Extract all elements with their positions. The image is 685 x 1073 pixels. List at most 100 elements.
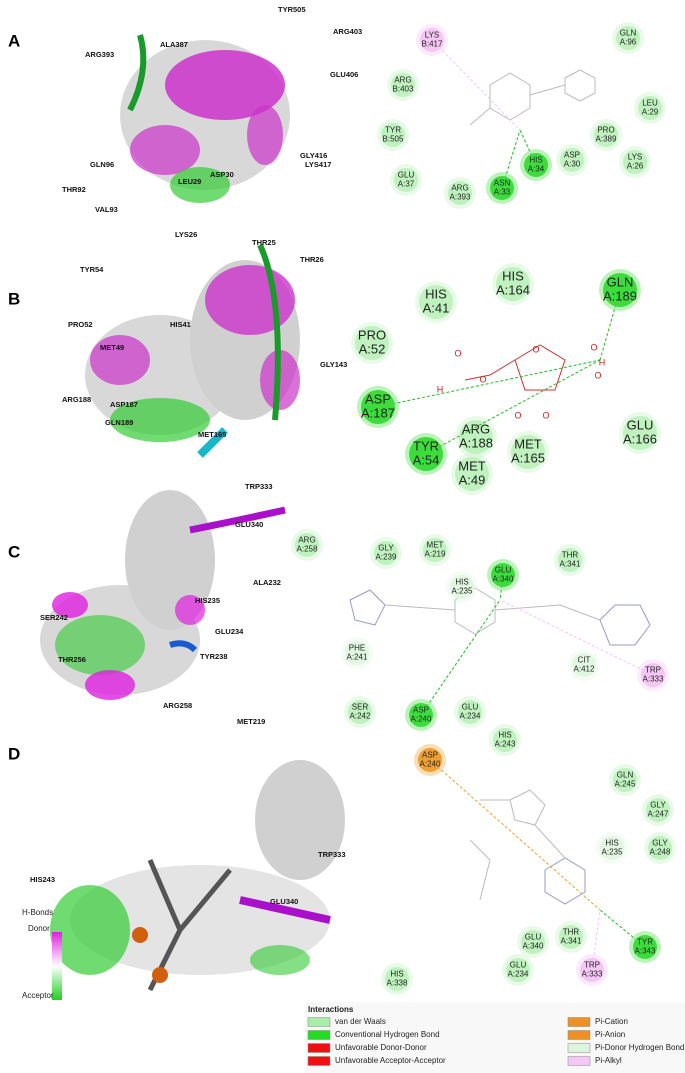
atom-label: O bbox=[532, 344, 539, 354]
residue-name: LYS bbox=[628, 153, 643, 162]
residue-id: A:188 bbox=[459, 435, 493, 450]
residue-id: A:234 bbox=[508, 970, 529, 979]
interaction-line bbox=[425, 359, 601, 455]
residue-label-3d: SER242 bbox=[40, 613, 68, 622]
residue-id: A:341 bbox=[561, 937, 582, 946]
residue-disc bbox=[423, 538, 447, 562]
residue-name: HIS bbox=[529, 156, 542, 165]
residue-id: A:41 bbox=[423, 300, 450, 315]
residue-label-3d: VAL93 bbox=[95, 205, 118, 214]
residue-disc bbox=[361, 390, 395, 424]
panel-label: C bbox=[8, 542, 20, 561]
molecules-2d bbox=[349, 69, 651, 905]
residue-label-3d: HIS235 bbox=[195, 596, 220, 605]
residue-id: A:247 bbox=[648, 810, 669, 819]
residue-name: HIS bbox=[390, 970, 403, 979]
residue-label-3d: ALA387 bbox=[160, 40, 188, 49]
residue-disc bbox=[409, 437, 443, 471]
residue-disc bbox=[616, 26, 640, 50]
residue-id: A:37 bbox=[398, 180, 415, 189]
atom-label: O bbox=[454, 348, 461, 358]
residue-disc bbox=[638, 96, 662, 120]
residue-name: GLU bbox=[525, 933, 542, 942]
legend-label: Conventional Hydrogen Bond bbox=[335, 1030, 440, 1039]
residue-name: LYS bbox=[425, 31, 440, 40]
residue-disc bbox=[580, 958, 604, 982]
residue-id: A:248 bbox=[650, 848, 671, 857]
residue-disc bbox=[355, 326, 389, 360]
interaction-line bbox=[420, 599, 501, 716]
residue-name: LEU bbox=[642, 99, 658, 108]
residue-id: A:258 bbox=[297, 545, 318, 554]
residue-id: A:412 bbox=[574, 665, 595, 674]
residue-id: A:341 bbox=[560, 560, 581, 569]
residue-label-3d: GLN96 bbox=[90, 160, 114, 169]
atom-label: O bbox=[542, 410, 549, 420]
residue-label-3d: TRP333 bbox=[318, 850, 346, 859]
atom-label: O bbox=[594, 370, 601, 380]
residue-id: A:340 bbox=[523, 942, 544, 951]
residue-name: HIS bbox=[605, 839, 618, 848]
residue-id: A:219 bbox=[425, 550, 446, 559]
residue-disc bbox=[409, 703, 433, 727]
residue-disc bbox=[455, 457, 489, 491]
legend-swatch bbox=[307, 1056, 331, 1066]
residue-name: GLU bbox=[462, 703, 479, 712]
residue-id: A:187 bbox=[361, 405, 395, 420]
panel-label: D bbox=[8, 744, 20, 763]
residue-name: GLU bbox=[510, 961, 527, 970]
residue-id: A:30 bbox=[564, 160, 581, 169]
residue-disc bbox=[295, 533, 319, 557]
residue-name: GLY bbox=[650, 801, 666, 810]
residue-label-3d: MET165 bbox=[198, 430, 226, 439]
residue-label-3d: ASP187 bbox=[110, 400, 138, 409]
colorbar-top: Donor bbox=[28, 924, 50, 933]
residue-name: GLU bbox=[398, 171, 415, 180]
residue-label-3d: GLU406 bbox=[330, 70, 358, 79]
residue-id: A:26 bbox=[627, 162, 644, 171]
residue-id: A:49 bbox=[459, 472, 486, 487]
residue-id: A:393 bbox=[450, 193, 471, 202]
residue-name: HIS bbox=[498, 731, 511, 740]
legend-swatch bbox=[567, 1017, 591, 1027]
residue-label-3d: MET49 bbox=[100, 343, 124, 352]
residue-disc bbox=[572, 653, 596, 677]
residue-label-3d: ARG258 bbox=[163, 701, 192, 710]
residue-id: A:340 bbox=[493, 575, 514, 584]
residue-disc bbox=[448, 181, 472, 205]
residue-id: A:33 bbox=[494, 188, 511, 197]
residue-name: CIT bbox=[578, 656, 591, 665]
residue-disc bbox=[458, 700, 482, 724]
residue-disc bbox=[374, 541, 398, 565]
interaction-line bbox=[431, 39, 521, 131]
residue-id: A:29 bbox=[642, 108, 659, 117]
residue-id: A:235 bbox=[452, 587, 473, 596]
residue-id: A:343 bbox=[635, 947, 656, 956]
residue-name: ASP bbox=[564, 151, 580, 160]
residue-disc bbox=[345, 641, 369, 665]
residue-id: A:243 bbox=[495, 740, 516, 749]
residue-disc bbox=[496, 267, 530, 301]
residue-label-3d: LYS26 bbox=[175, 230, 197, 239]
residue-disc bbox=[419, 285, 453, 319]
residue-name: GLU bbox=[627, 417, 654, 432]
interaction-line bbox=[377, 359, 601, 408]
